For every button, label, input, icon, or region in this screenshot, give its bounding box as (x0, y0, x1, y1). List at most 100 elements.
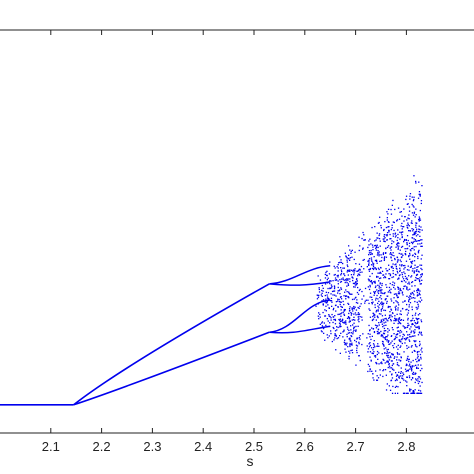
scatter-point (339, 318, 341, 320)
scatter-point (348, 312, 350, 315)
scatter-point (390, 256, 392, 258)
scatter-point (402, 226, 404, 228)
scatter-point (372, 315, 374, 318)
scatter-point (346, 317, 349, 319)
scatter-point (348, 292, 350, 294)
scatter-point (420, 321, 423, 323)
scatter-point (355, 330, 357, 332)
scatter-point (382, 341, 384, 343)
scatter-point (371, 352, 373, 354)
scatter-point (371, 283, 373, 285)
scatter-point (418, 293, 421, 295)
scatter-point (421, 367, 423, 370)
scatter-point (410, 241, 413, 243)
scatter-point (359, 245, 361, 247)
scatter-point (316, 294, 318, 296)
scatter-point (376, 333, 379, 335)
scatter-point (416, 269, 418, 271)
scatter-point (390, 300, 393, 302)
scatter-point (358, 343, 360, 345)
scatter-point (377, 310, 379, 312)
scatter-point (373, 351, 375, 353)
scatter-point (346, 336, 348, 338)
scatter-point (388, 268, 390, 270)
scatter-point (401, 264, 403, 266)
scatter-point (337, 264, 339, 266)
scatter-point (414, 267, 416, 269)
scatter-point (385, 226, 388, 229)
scatter-point (392, 385, 394, 388)
scatter-point (395, 246, 397, 248)
scatter-point (357, 270, 360, 272)
scatter-point (384, 318, 386, 320)
scatter-point (362, 231, 364, 234)
scatter-point (368, 279, 371, 281)
scatter-point (405, 198, 407, 201)
scatter-point (381, 301, 383, 303)
scatter-point (322, 290, 324, 292)
scatter-point (390, 360, 393, 362)
scatter-point (351, 298, 354, 301)
scatter-point (327, 337, 329, 339)
scatter-point (349, 320, 351, 322)
scatter-point (404, 266, 406, 269)
scatter-point (401, 228, 403, 230)
scatter-point (372, 318, 375, 320)
scatter-point (345, 280, 347, 282)
scatter-point (392, 312, 394, 315)
scatter-point (378, 280, 380, 282)
scatter-point (377, 345, 379, 347)
scatter-point (401, 245, 404, 248)
scatter-point (389, 371, 391, 373)
scatter-point (393, 347, 395, 349)
scatter-point (333, 274, 335, 276)
scatter-point (358, 273, 360, 275)
scatter-point (388, 264, 390, 266)
x-tick-label: 2.3 (143, 439, 161, 454)
scatter-point (390, 228, 392, 231)
scatter-point (399, 346, 401, 348)
scatter-point (373, 314, 375, 317)
scatter-point (407, 227, 409, 229)
scatter-point (399, 259, 401, 261)
scatter-point (385, 284, 387, 286)
scatter-point (400, 341, 402, 343)
scatter-point (416, 290, 418, 292)
scatter-point (415, 232, 417, 234)
scatter-point (349, 306, 351, 308)
scatter-point (415, 326, 417, 328)
scatter-point (419, 390, 422, 392)
scatter-point (348, 338, 350, 340)
scatter-point (386, 338, 388, 341)
scatter-point (377, 358, 379, 360)
scatter-point (350, 335, 352, 337)
scatter-point (380, 361, 383, 363)
scatter-point (381, 362, 383, 365)
scatter-point (417, 257, 419, 260)
scatter-point (406, 244, 408, 246)
scatter-point (415, 306, 417, 309)
scatter-point (372, 373, 374, 375)
scatter-point (371, 253, 373, 255)
scatter-point (349, 249, 351, 251)
scatter-point (401, 377, 403, 379)
scatter-point (409, 295, 411, 297)
scatter-point (352, 277, 354, 279)
scatter-point (407, 334, 409, 336)
scatter-point (416, 322, 419, 324)
scatter-point (372, 349, 374, 351)
scatter-point (408, 269, 410, 271)
scatter-point (330, 300, 333, 302)
scatter-point (418, 300, 420, 302)
scatter-point (388, 329, 390, 331)
scatter-point (347, 302, 349, 305)
scatter-point (395, 334, 397, 336)
scatter-point (347, 328, 349, 330)
scatter-point (373, 340, 375, 342)
scatter-point (357, 286, 359, 289)
scatter-point (380, 362, 382, 364)
scatter-point (407, 325, 409, 327)
scatter-point (376, 330, 378, 333)
scatter-point (418, 389, 420, 391)
scatter-point (414, 264, 416, 266)
